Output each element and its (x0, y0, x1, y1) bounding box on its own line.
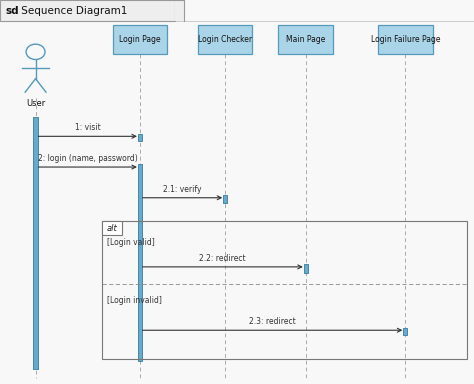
FancyBboxPatch shape (137, 134, 142, 141)
FancyBboxPatch shape (102, 221, 122, 235)
FancyBboxPatch shape (137, 164, 142, 361)
Text: [Login invalid]: [Login invalid] (107, 296, 162, 305)
Text: alt: alt (107, 223, 117, 233)
FancyBboxPatch shape (0, 0, 175, 21)
Polygon shape (175, 0, 184, 21)
Text: 1: visit: 1: visit (75, 123, 100, 132)
FancyBboxPatch shape (378, 25, 432, 54)
FancyBboxPatch shape (198, 25, 252, 54)
Text: Login Checker: Login Checker (198, 35, 252, 44)
FancyBboxPatch shape (223, 195, 227, 203)
Text: User: User (26, 99, 45, 108)
FancyBboxPatch shape (304, 264, 308, 273)
FancyBboxPatch shape (279, 25, 333, 54)
Text: Login Failure Page: Login Failure Page (371, 35, 440, 44)
Text: Login Page: Login Page (119, 35, 161, 44)
Text: Main Page: Main Page (286, 35, 326, 44)
Text: 2.2: redirect: 2.2: redirect (200, 254, 246, 263)
FancyBboxPatch shape (33, 117, 38, 369)
Text: sd: sd (6, 5, 19, 16)
Text: 2: login (name, password): 2: login (name, password) (38, 154, 137, 163)
Text: 2.3: redirect: 2.3: redirect (249, 317, 296, 326)
FancyBboxPatch shape (403, 328, 407, 335)
Text: Sequence Diagram1: Sequence Diagram1 (18, 5, 127, 16)
Text: 2.1: verify: 2.1: verify (163, 185, 202, 194)
Text: [Login valid]: [Login valid] (107, 238, 155, 247)
FancyBboxPatch shape (112, 25, 167, 54)
